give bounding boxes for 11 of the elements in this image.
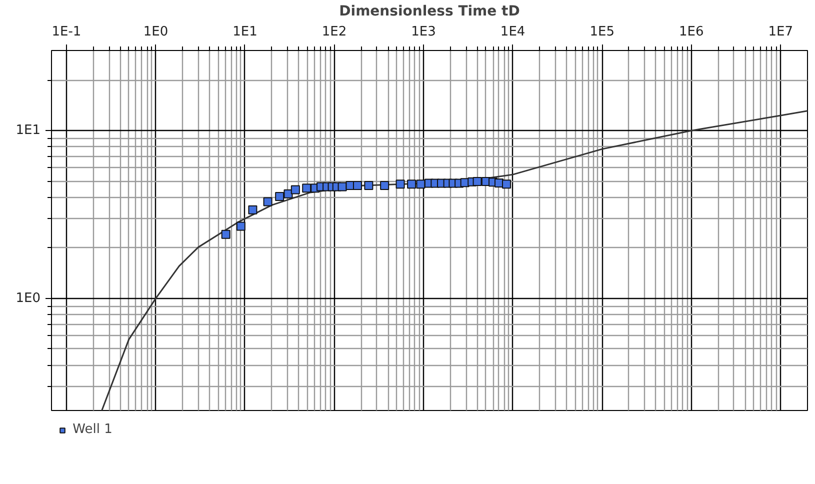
x-tick-label: 1E1 <box>232 24 258 40</box>
x-axis-title: Dimensionless Time tD <box>339 4 520 20</box>
x-tick-label: 1E-1 <box>52 24 82 40</box>
x-tick-label: 1E4 <box>500 24 526 40</box>
x-tick-label: 1E6 <box>678 24 704 40</box>
legend-label: Well 1 <box>72 422 112 437</box>
x-tick-label: 1E0 <box>143 24 168 40</box>
x-tick-label: 1E3 <box>411 24 436 40</box>
x-tick-label: 1E2 <box>322 24 347 40</box>
x-tick-label: 1E5 <box>590 24 614 40</box>
x-tick-label: 1E7 <box>768 24 794 40</box>
